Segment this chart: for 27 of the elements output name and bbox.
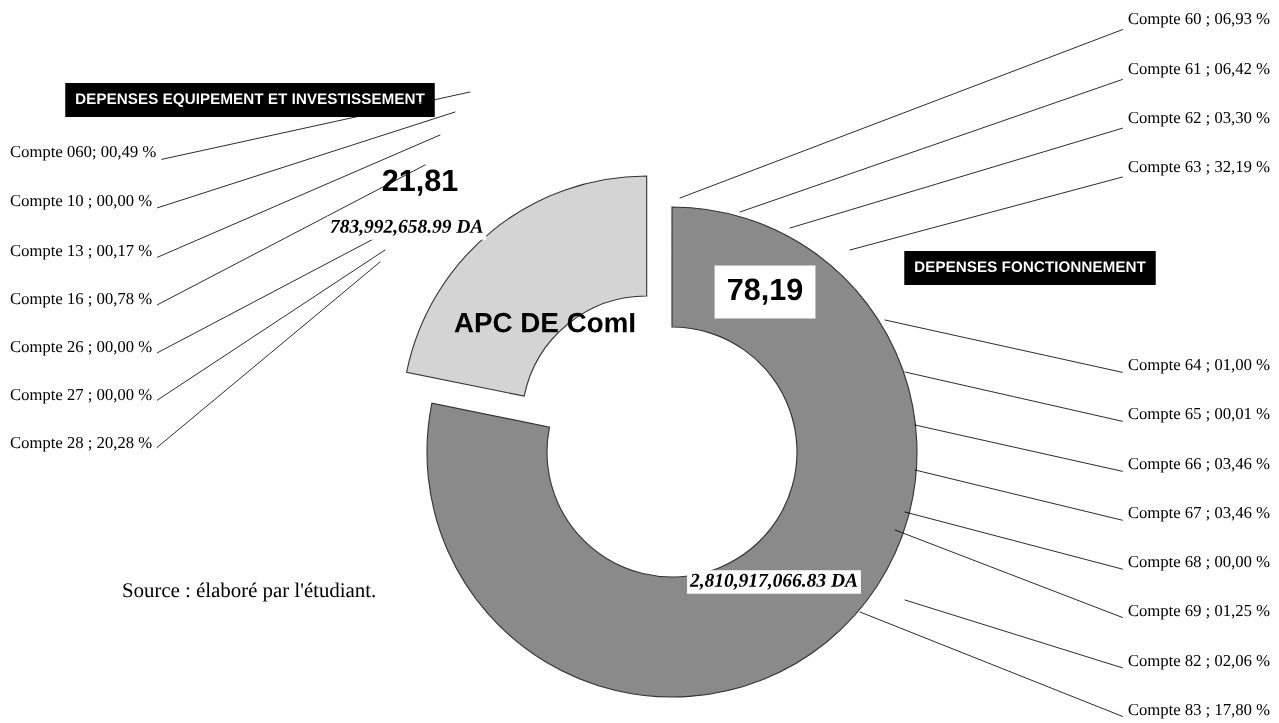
slice-label: DEPENSES EQUIPEMENT ET INVESTISSEMENT xyxy=(76,93,425,107)
text: Compte 060; 00,49 % xyxy=(10,145,156,161)
text: 783,992,658.99 DA xyxy=(330,219,483,236)
text: Compte 63 ; 32,19 % xyxy=(1128,160,1270,176)
text: Compte 62 ; 03,30 % xyxy=(1128,111,1270,127)
slice-label: DEPENSES FONCTIONNEMENT xyxy=(915,261,1146,273)
text: Compte 13 ; 00,17 % xyxy=(10,244,152,260)
source-note: Source : élaboré par l'étudiant. xyxy=(123,582,375,602)
text: Compte 83 ; 17,80 % xyxy=(1128,703,1270,719)
text: Compte 26 ; 00,00 % xyxy=(10,340,152,356)
text: Compte 61 ; 06,42 % xyxy=(1128,62,1270,78)
text: Compte 28 ; 20,28 % xyxy=(10,436,152,452)
text: Compte 69 ; 01,25 % xyxy=(1128,604,1270,620)
data-label: 21,81 xyxy=(382,169,458,196)
text: Compte 16 ; 00,78 % xyxy=(10,292,152,308)
text: APC DE ComI xyxy=(454,312,635,333)
text: Compte 66 ; 03,46 % xyxy=(1128,457,1270,473)
text: Compte 65 ; 00,01 % xyxy=(1128,407,1270,423)
text: Compte 27 ; 00,00 % xyxy=(10,388,152,404)
text: Compte 67 ; 03,46 % xyxy=(1128,506,1270,522)
data-label: 78,19 xyxy=(728,278,803,305)
text: Compte 64 ; 01,00 % xyxy=(1128,358,1270,374)
text: Compte 60 ; 06,93 % xyxy=(1128,12,1270,28)
text: Compte 10 ; 00,00 % xyxy=(10,194,152,210)
text: Compte 82 ; 02,06 % xyxy=(1128,654,1270,670)
text: Compte 68 ; 00,00 % xyxy=(1128,555,1270,571)
text: 2,810,917,066.83 DA xyxy=(689,573,858,590)
